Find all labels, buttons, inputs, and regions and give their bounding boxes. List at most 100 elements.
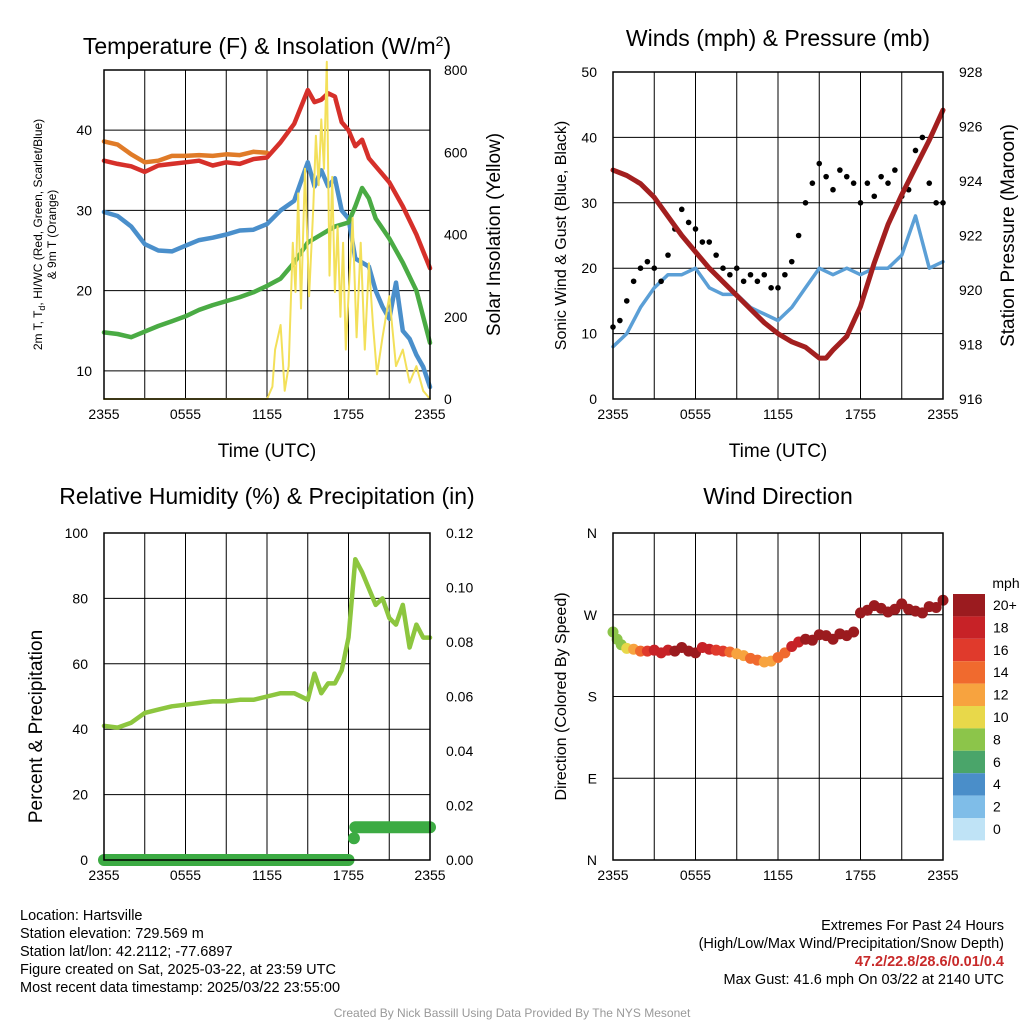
colorbar-label: 12: [993, 687, 1009, 703]
colorbar-swatch: [953, 706, 985, 729]
winds-series-0: [611, 214, 945, 349]
y2-tick-label: 0.06: [446, 689, 473, 705]
colorbar-swatch: [953, 616, 985, 639]
gust-point: [761, 271, 768, 278]
colorbar-swatch: [953, 661, 985, 684]
y-tick-label: 30: [581, 195, 597, 211]
colorbar-swatch: [953, 750, 985, 774]
y2-tick-label: 922: [959, 228, 983, 244]
gust-point: [782, 271, 788, 278]
colorbar-label: 18: [993, 619, 1009, 635]
y-tick-label: 40: [76, 122, 92, 138]
y2-tick-label: 0.04: [446, 743, 473, 759]
colorbar-label: 6: [993, 754, 1001, 770]
y-axis-title-line2: & 9m T (Orange): [45, 190, 59, 280]
y2-tick-label: 920: [959, 282, 983, 298]
gust-point: [665, 252, 671, 258]
x-tick-label: 1155: [763, 406, 793, 422]
recent-timestamp: Most recent data timestamp: 2025/03/22 2…: [20, 980, 341, 996]
direction-point: [930, 601, 942, 613]
chart-title: Relative Humidity (%) & Precipitation (i…: [59, 483, 474, 509]
gust-point: [926, 180, 933, 186]
y-axis-title: Percent & Precipitation: [26, 630, 47, 823]
y-tick-label: 10: [76, 363, 92, 379]
y-tick-label: 20: [581, 260, 597, 276]
extremes-panel: Extremes For Past 24 Hours (High/Low/Max…: [699, 917, 1004, 989]
y-axis-title: Sonic Wind & Gust (Blue, Black): [553, 121, 570, 350]
x-tick-label: 2355: [88, 867, 119, 883]
y-tick-label: 100: [65, 525, 89, 541]
winds-series-2: [610, 107, 946, 361]
y2-tick-label: 0.02: [446, 798, 473, 814]
y-tick-label: 0: [80, 852, 88, 868]
extremes-subtitle: (High/Low/Max Wind/Precipitation/Snow De…: [698, 936, 1004, 952]
y2-tick-label: 800: [444, 62, 468, 78]
chart-title: Wind Direction: [703, 483, 853, 509]
x-tick-label: 0555: [170, 867, 201, 883]
station-latlon: Station lat/lon: 42.2112; -77.6897: [20, 944, 233, 960]
y-tick-label: 40: [72, 721, 88, 737]
station-location: Location: Hartsville: [20, 908, 143, 924]
y2-axis-title: Solar Insolation (Yellow): [484, 133, 505, 336]
plot-frame: [103, 69, 431, 400]
gust-point: [912, 147, 919, 154]
y-tick-label: 30: [76, 202, 92, 218]
gust-point: [658, 278, 664, 285]
gust-point: [630, 278, 637, 285]
gust-point: [857, 200, 864, 206]
y-tick-label: 80: [72, 590, 88, 606]
gust-point: [651, 265, 658, 272]
temperature-series-4: [103, 60, 431, 400]
max-gust: Max Gust: 41.6 mph On 03/22 at 2140 UTC: [723, 972, 1004, 988]
gust-point: [933, 200, 939, 206]
humidity-chart: 2355 0555 1155 1755 23550204060801000.000.02…: [26, 483, 475, 883]
y2-tick-label: 928: [959, 64, 983, 80]
y-tick-label: 20: [76, 283, 92, 299]
gust-point: [727, 271, 733, 278]
chart-title: Winds (mph) & Pressure (mb): [626, 25, 930, 51]
y-tick-label: 10: [581, 326, 597, 342]
x-tick-label: 2355: [88, 406, 119, 422]
gust-point: [823, 173, 829, 180]
gust-point: [775, 285, 781, 291]
y2-tick-label: 916: [959, 391, 983, 407]
x-tick-label: 0555: [680, 867, 711, 883]
colorbar-label: 16: [993, 642, 1009, 658]
temperature-series-0: [101, 139, 270, 165]
colorbar: mph 20+ 18 16 14 12 10 8 6 4 2 0: [953, 575, 1020, 841]
x-tick-label: 2355: [927, 867, 958, 883]
colorbar-swatch: [953, 638, 985, 662]
y2-tick-label: 926: [959, 119, 983, 135]
y-tick-label: 40: [581, 129, 597, 145]
x-tick-label: 1155: [252, 406, 282, 422]
plot-frame: [612, 532, 944, 861]
station-info: Location: Hartsville Station elevation: …: [20, 907, 340, 997]
gust-point: [678, 206, 685, 213]
credit-line: Created By Nick Bassill Using Data Provi…: [333, 1006, 691, 1020]
extremes-title: Extremes For Past 24 Hours: [821, 918, 1004, 934]
colorbar-label: 10: [993, 709, 1009, 725]
y2-tick-label: 924: [959, 173, 983, 189]
y-tick-label: N: [587, 525, 597, 541]
y-tick-label: 60: [72, 656, 88, 672]
gust-point: [795, 232, 802, 239]
x-tick-label: 2355: [597, 406, 628, 422]
y-tick-label: 0: [589, 391, 597, 407]
x-tick-label: 1755: [333, 406, 364, 422]
gust-point: [830, 186, 836, 193]
x-tick-label: 0555: [680, 406, 711, 422]
gust-point: [699, 239, 706, 245]
x-tick-label: 2355: [414, 406, 445, 422]
gust-point: [878, 173, 884, 180]
chart-title: Temperature (F) & Insolation (W/m2): [83, 33, 451, 59]
y-tick-label: S: [588, 689, 597, 705]
x-tick-label: 1155: [763, 867, 793, 883]
gust-point: [892, 167, 898, 173]
gust-point: [617, 317, 623, 324]
gust-point: [919, 134, 926, 141]
gust-point: [644, 258, 651, 265]
precip-point: [347, 832, 360, 845]
station-elevation: Station elevation: 729.569 m: [20, 926, 204, 942]
colorbar-swatch: [953, 594, 985, 617]
